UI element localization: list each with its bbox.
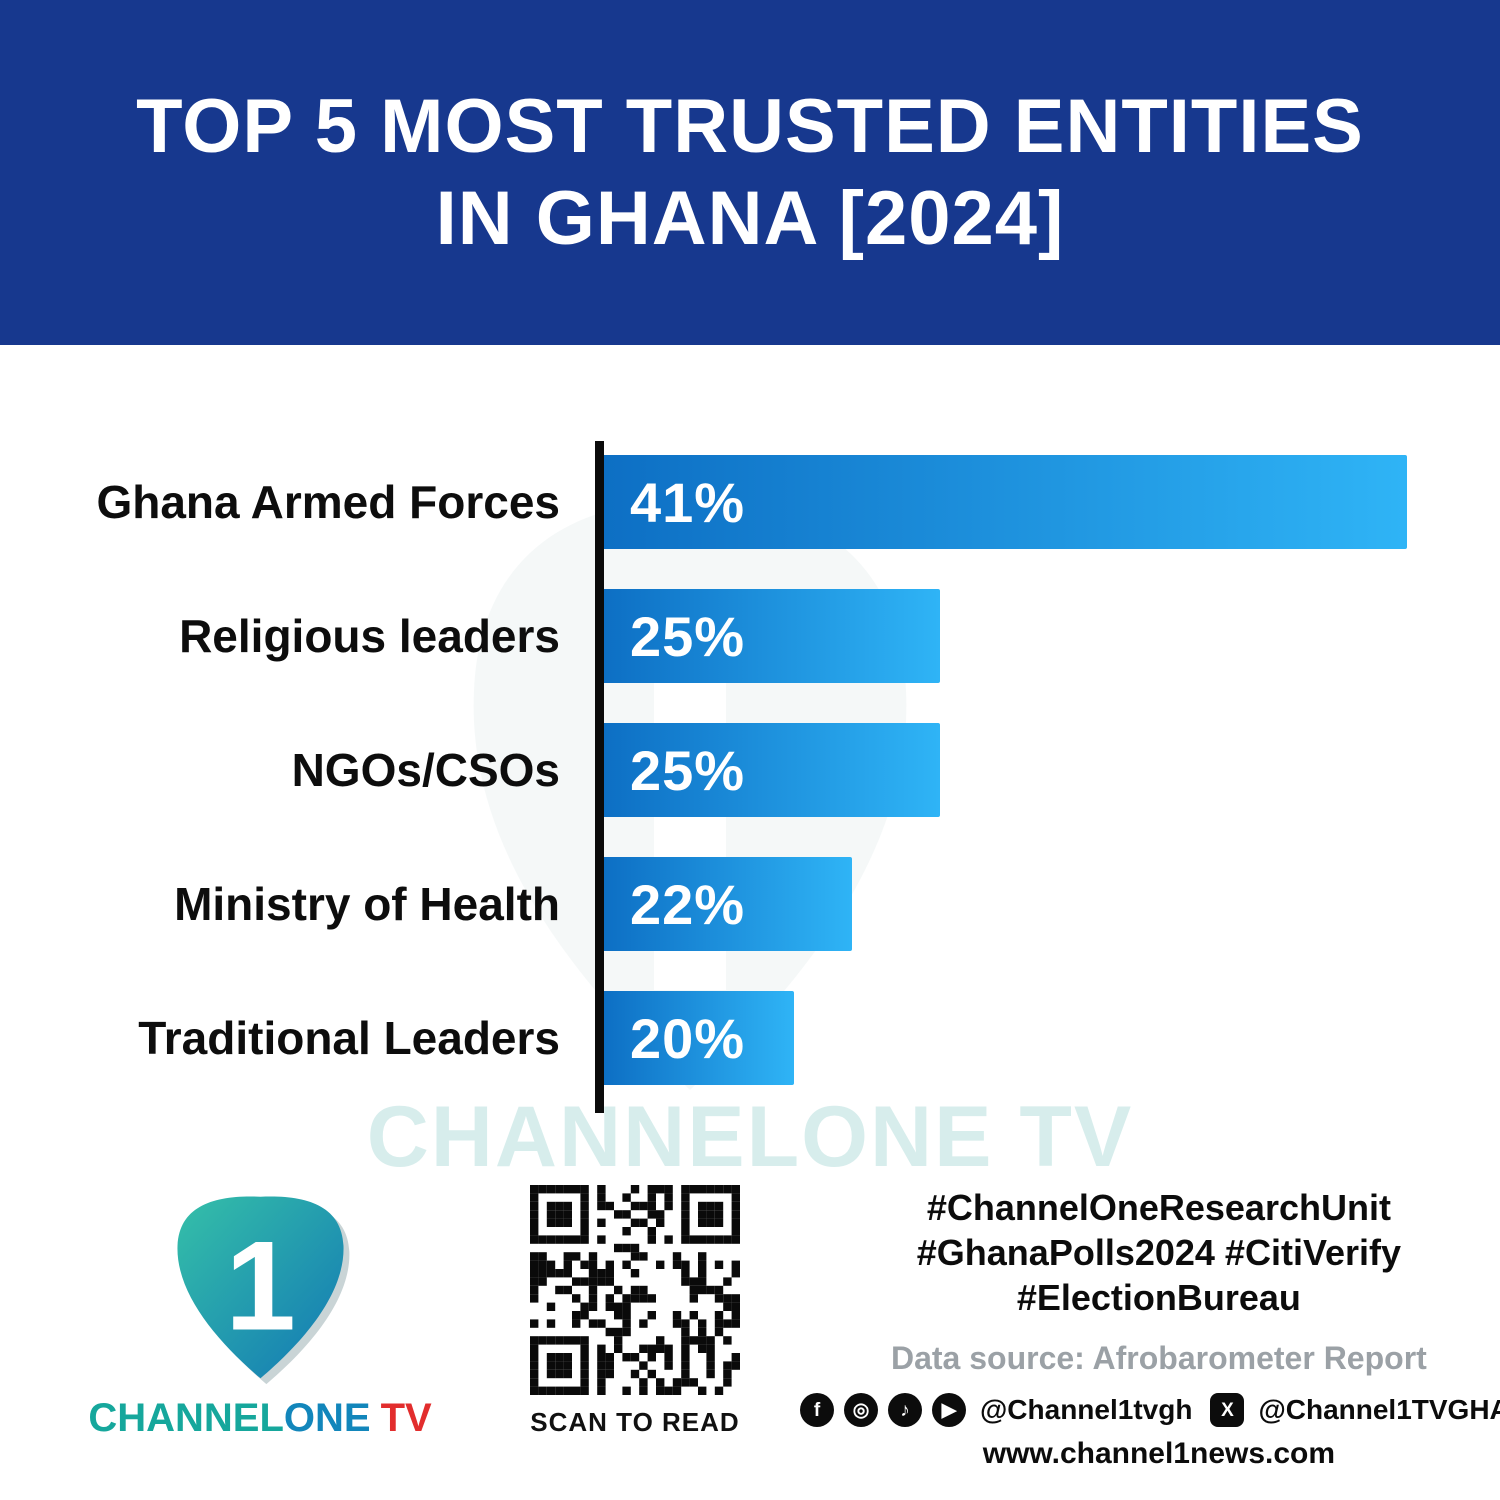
social-handle-2: @Channel1TVGHA <box>1258 1394 1500 1425</box>
title-line-2: IN GHANA [2024] <box>435 175 1065 261</box>
bar: 20% <box>604 991 794 1085</box>
bar: 41% <box>604 455 1407 549</box>
bar: 25% <box>604 723 940 817</box>
social-row: f ◎ ♪ ▶ @Channel1tvgh X @Channel1TVGHA <box>800 1393 1500 1427</box>
page-title: TOP 5 MOST TRUSTED ENTITIES IN GHANA [202… <box>136 81 1364 265</box>
bar: 22% <box>604 857 853 951</box>
footer: 1 CHANNELONE TV SCAN TO READ #ChannelOneR… <box>0 1185 1500 1471</box>
bar-track: 22% <box>604 857 1430 951</box>
bar-track: 25% <box>604 589 1430 683</box>
chart-axis-line <box>595 441 604 1113</box>
value-label: 22% <box>630 872 746 936</box>
bar-chart: Ghana Armed Forces 41% Religious leaders 25… <box>0 455 1465 1085</box>
category-label: Traditional Leaders <box>138 1012 560 1064</box>
bar-track: 41% <box>604 455 1430 549</box>
hashtag-line-3: #ElectionBureau <box>1016 1277 1301 1318</box>
value-label: 25% <box>630 604 746 668</box>
title-line-1: TOP 5 MOST TRUSTED ENTITIES <box>136 83 1364 169</box>
channel-one-logo-icon: 1 <box>176 1196 349 1385</box>
social-handle-1: @Channel1tvgh <box>980 1394 1193 1425</box>
bar-track: 25% <box>604 723 1430 817</box>
value-label: 25% <box>630 738 746 802</box>
hashtag-line-2: #GhanaPolls2024 #CitiVerify <box>916 1232 1402 1273</box>
brand-channel: CHANNEL <box>88 1396 284 1440</box>
chart-row: Religious leaders 25% <box>0 589 1430 683</box>
website-url: www.channel1news.com <box>982 1437 1336 1470</box>
chart-row: Ghana Armed Forces 41% <box>0 455 1430 549</box>
chart-rows: Ghana Armed Forces 41% Religious leaders 25… <box>0 455 1430 1085</box>
brand-wordmark: CHANNELONE TV <box>88 1396 431 1441</box>
instagram-icon: ◎ <box>844 1393 878 1427</box>
category-label: Ghana Armed Forces <box>96 476 560 528</box>
qr-block: SCAN TO READ <box>530 1185 740 1438</box>
youtube-icon: ▶ <box>932 1393 966 1427</box>
chart-row: Ministry of Health 22% <box>0 857 1430 951</box>
qr-code <box>530 1185 740 1395</box>
chart-row: Traditional Leaders 20% <box>0 991 1430 1085</box>
category-label: Religious leaders <box>179 610 560 662</box>
value-label: 41% <box>630 470 746 534</box>
brand-tv: TV <box>380 1396 432 1440</box>
footer-info: #ChannelOneResearchUnit #GhanaPolls2024 … <box>740 1185 1500 1471</box>
chart-row: NGOs/CSOs 25% <box>0 723 1430 817</box>
value-label: 20% <box>630 1006 746 1070</box>
brand-one: ONE <box>283 1396 371 1440</box>
bar: 25% <box>604 589 940 683</box>
channel-one-watermark: CHANNELONE TV <box>366 1089 1134 1185</box>
hashtag-line-1: #ChannelOneResearchUnit <box>926 1187 1391 1228</box>
data-source-text: Data source: Afrobarometer Report <box>890 1340 1427 1376</box>
header-banner: TOP 5 MOST TRUSTED ENTITIES IN GHANA [202… <box>0 0 1500 345</box>
facebook-icon: f <box>800 1393 834 1427</box>
category-label: Ministry of Health <box>174 878 560 930</box>
svg-text:1: 1 <box>225 1214 296 1356</box>
category-label: NGOs/CSOs <box>291 744 560 796</box>
logo-block: 1 CHANNELONE TV <box>88 1185 432 1441</box>
x-icon: X <box>1210 1393 1245 1427</box>
qr-caption: SCAN TO READ <box>530 1407 740 1437</box>
tiktok-icon: ♪ <box>888 1393 922 1427</box>
bar-track: 20% <box>604 991 1430 1085</box>
